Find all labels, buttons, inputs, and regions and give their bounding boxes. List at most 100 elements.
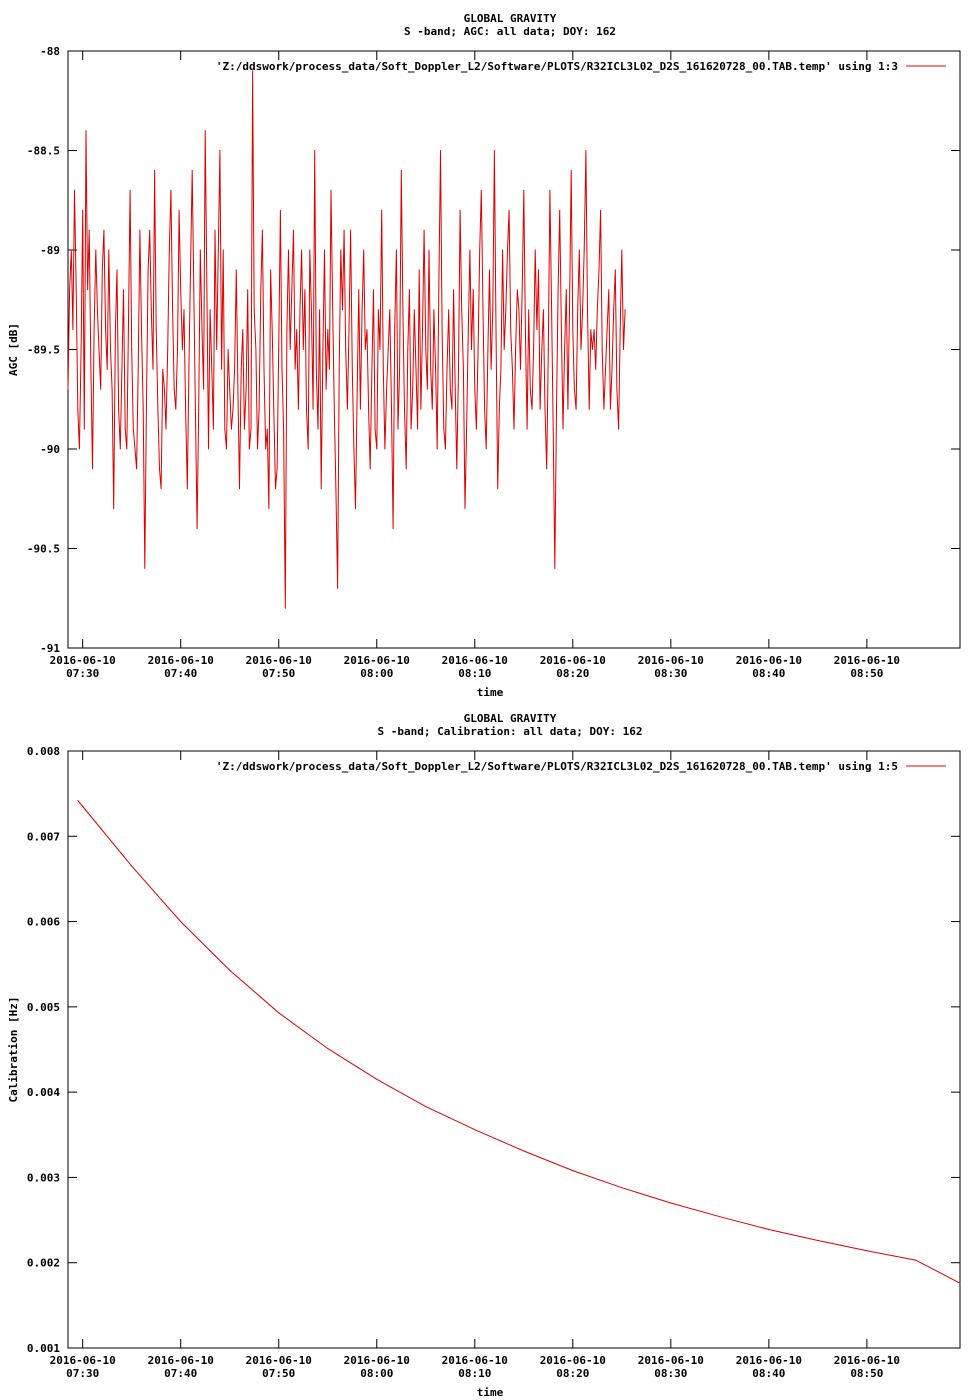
data-point xyxy=(229,969,231,971)
legend-label: 'Z:/ddswork/process_data/Soft_Doppler_L2… xyxy=(216,760,898,773)
data-point xyxy=(391,408,392,410)
data-point xyxy=(190,269,191,271)
data-point xyxy=(230,428,232,430)
plot-frame xyxy=(67,50,961,649)
data-point xyxy=(314,150,316,151)
data-point xyxy=(768,1229,770,1230)
data-point xyxy=(276,468,278,470)
data-point xyxy=(291,289,293,291)
data-point xyxy=(77,800,79,801)
data-point xyxy=(595,368,597,370)
x-tick-date-label: 2016-06-10 xyxy=(540,1354,606,1367)
data-point xyxy=(232,408,234,410)
data-point xyxy=(493,150,495,151)
x-tick-time-label: 08:00 xyxy=(360,1367,393,1380)
data-point xyxy=(611,368,613,370)
data-point xyxy=(399,368,401,370)
data-point xyxy=(340,249,342,251)
data-point xyxy=(324,249,325,251)
data-point xyxy=(389,309,391,311)
data-point xyxy=(93,329,95,331)
data-point xyxy=(542,309,544,311)
data-point xyxy=(719,1216,721,1218)
data-point xyxy=(105,329,107,331)
data-point xyxy=(425,1106,427,1108)
data-point xyxy=(562,428,564,430)
data-point xyxy=(332,309,334,311)
data-point xyxy=(237,388,239,390)
data-point xyxy=(605,368,606,370)
data-point xyxy=(381,209,383,211)
data-point xyxy=(83,428,85,430)
y-tick-label: -90 xyxy=(40,443,60,456)
data-point xyxy=(413,309,415,311)
data-point xyxy=(124,428,126,430)
x-tick-time-label: 07:30 xyxy=(66,1367,99,1380)
data-point xyxy=(379,349,381,350)
data-point xyxy=(172,309,174,311)
data-point xyxy=(591,349,593,350)
x-tick-time-label: 08:20 xyxy=(556,1367,589,1380)
x-tick-date-label: 2016-06-10 xyxy=(638,654,704,667)
data-point xyxy=(327,329,329,331)
data-point xyxy=(289,349,291,350)
data-point xyxy=(510,329,512,331)
data-point xyxy=(402,309,404,311)
data-point xyxy=(330,189,332,191)
data-point xyxy=(126,448,128,450)
data-point xyxy=(111,388,113,390)
data-point xyxy=(524,329,526,331)
data-point xyxy=(392,528,394,530)
data-point xyxy=(817,1240,819,1241)
data-point xyxy=(204,130,206,132)
data-point xyxy=(132,428,134,430)
data-point xyxy=(448,309,450,311)
data-point xyxy=(565,289,567,291)
data-point xyxy=(376,448,378,450)
data-point xyxy=(618,428,620,430)
data-point xyxy=(309,249,311,251)
data-point xyxy=(183,309,185,311)
data-point xyxy=(498,408,500,410)
data-point xyxy=(670,1202,672,1204)
data-point xyxy=(154,169,156,171)
data-point xyxy=(462,368,464,370)
data-point xyxy=(325,388,327,390)
data-point xyxy=(417,428,419,430)
data-point xyxy=(358,289,360,291)
data-point xyxy=(572,329,574,331)
data-point xyxy=(425,349,427,350)
data-point xyxy=(255,349,257,350)
data-point xyxy=(404,408,405,410)
data-point xyxy=(170,189,172,191)
y-tick-label: 0.008 xyxy=(27,745,60,758)
data-point xyxy=(278,1012,280,1014)
data-point xyxy=(165,428,167,430)
data-point xyxy=(113,508,115,510)
data-point xyxy=(567,408,569,410)
data-point xyxy=(505,309,507,311)
x-tick-time-label: 08:50 xyxy=(850,667,883,680)
data-point xyxy=(136,468,138,470)
data-point xyxy=(224,428,226,430)
chart-title: GLOBAL GRAVITY xyxy=(464,712,557,725)
x-tick-time-label: 08:50 xyxy=(850,1367,883,1380)
data-point xyxy=(521,289,523,291)
x-tick-time-label: 08:30 xyxy=(654,667,687,680)
data-point xyxy=(431,408,433,410)
data-point xyxy=(188,368,190,370)
data-point xyxy=(139,229,141,231)
data-point xyxy=(293,229,294,231)
data-point xyxy=(583,249,585,251)
data-point xyxy=(95,249,97,251)
data-point xyxy=(266,428,268,430)
data-point xyxy=(145,408,147,410)
data-point xyxy=(345,349,347,350)
data-point xyxy=(394,329,396,331)
data-point xyxy=(459,209,461,211)
data-point xyxy=(74,189,75,191)
data-point xyxy=(603,408,605,410)
data-point xyxy=(342,309,343,311)
data-point xyxy=(196,528,198,530)
